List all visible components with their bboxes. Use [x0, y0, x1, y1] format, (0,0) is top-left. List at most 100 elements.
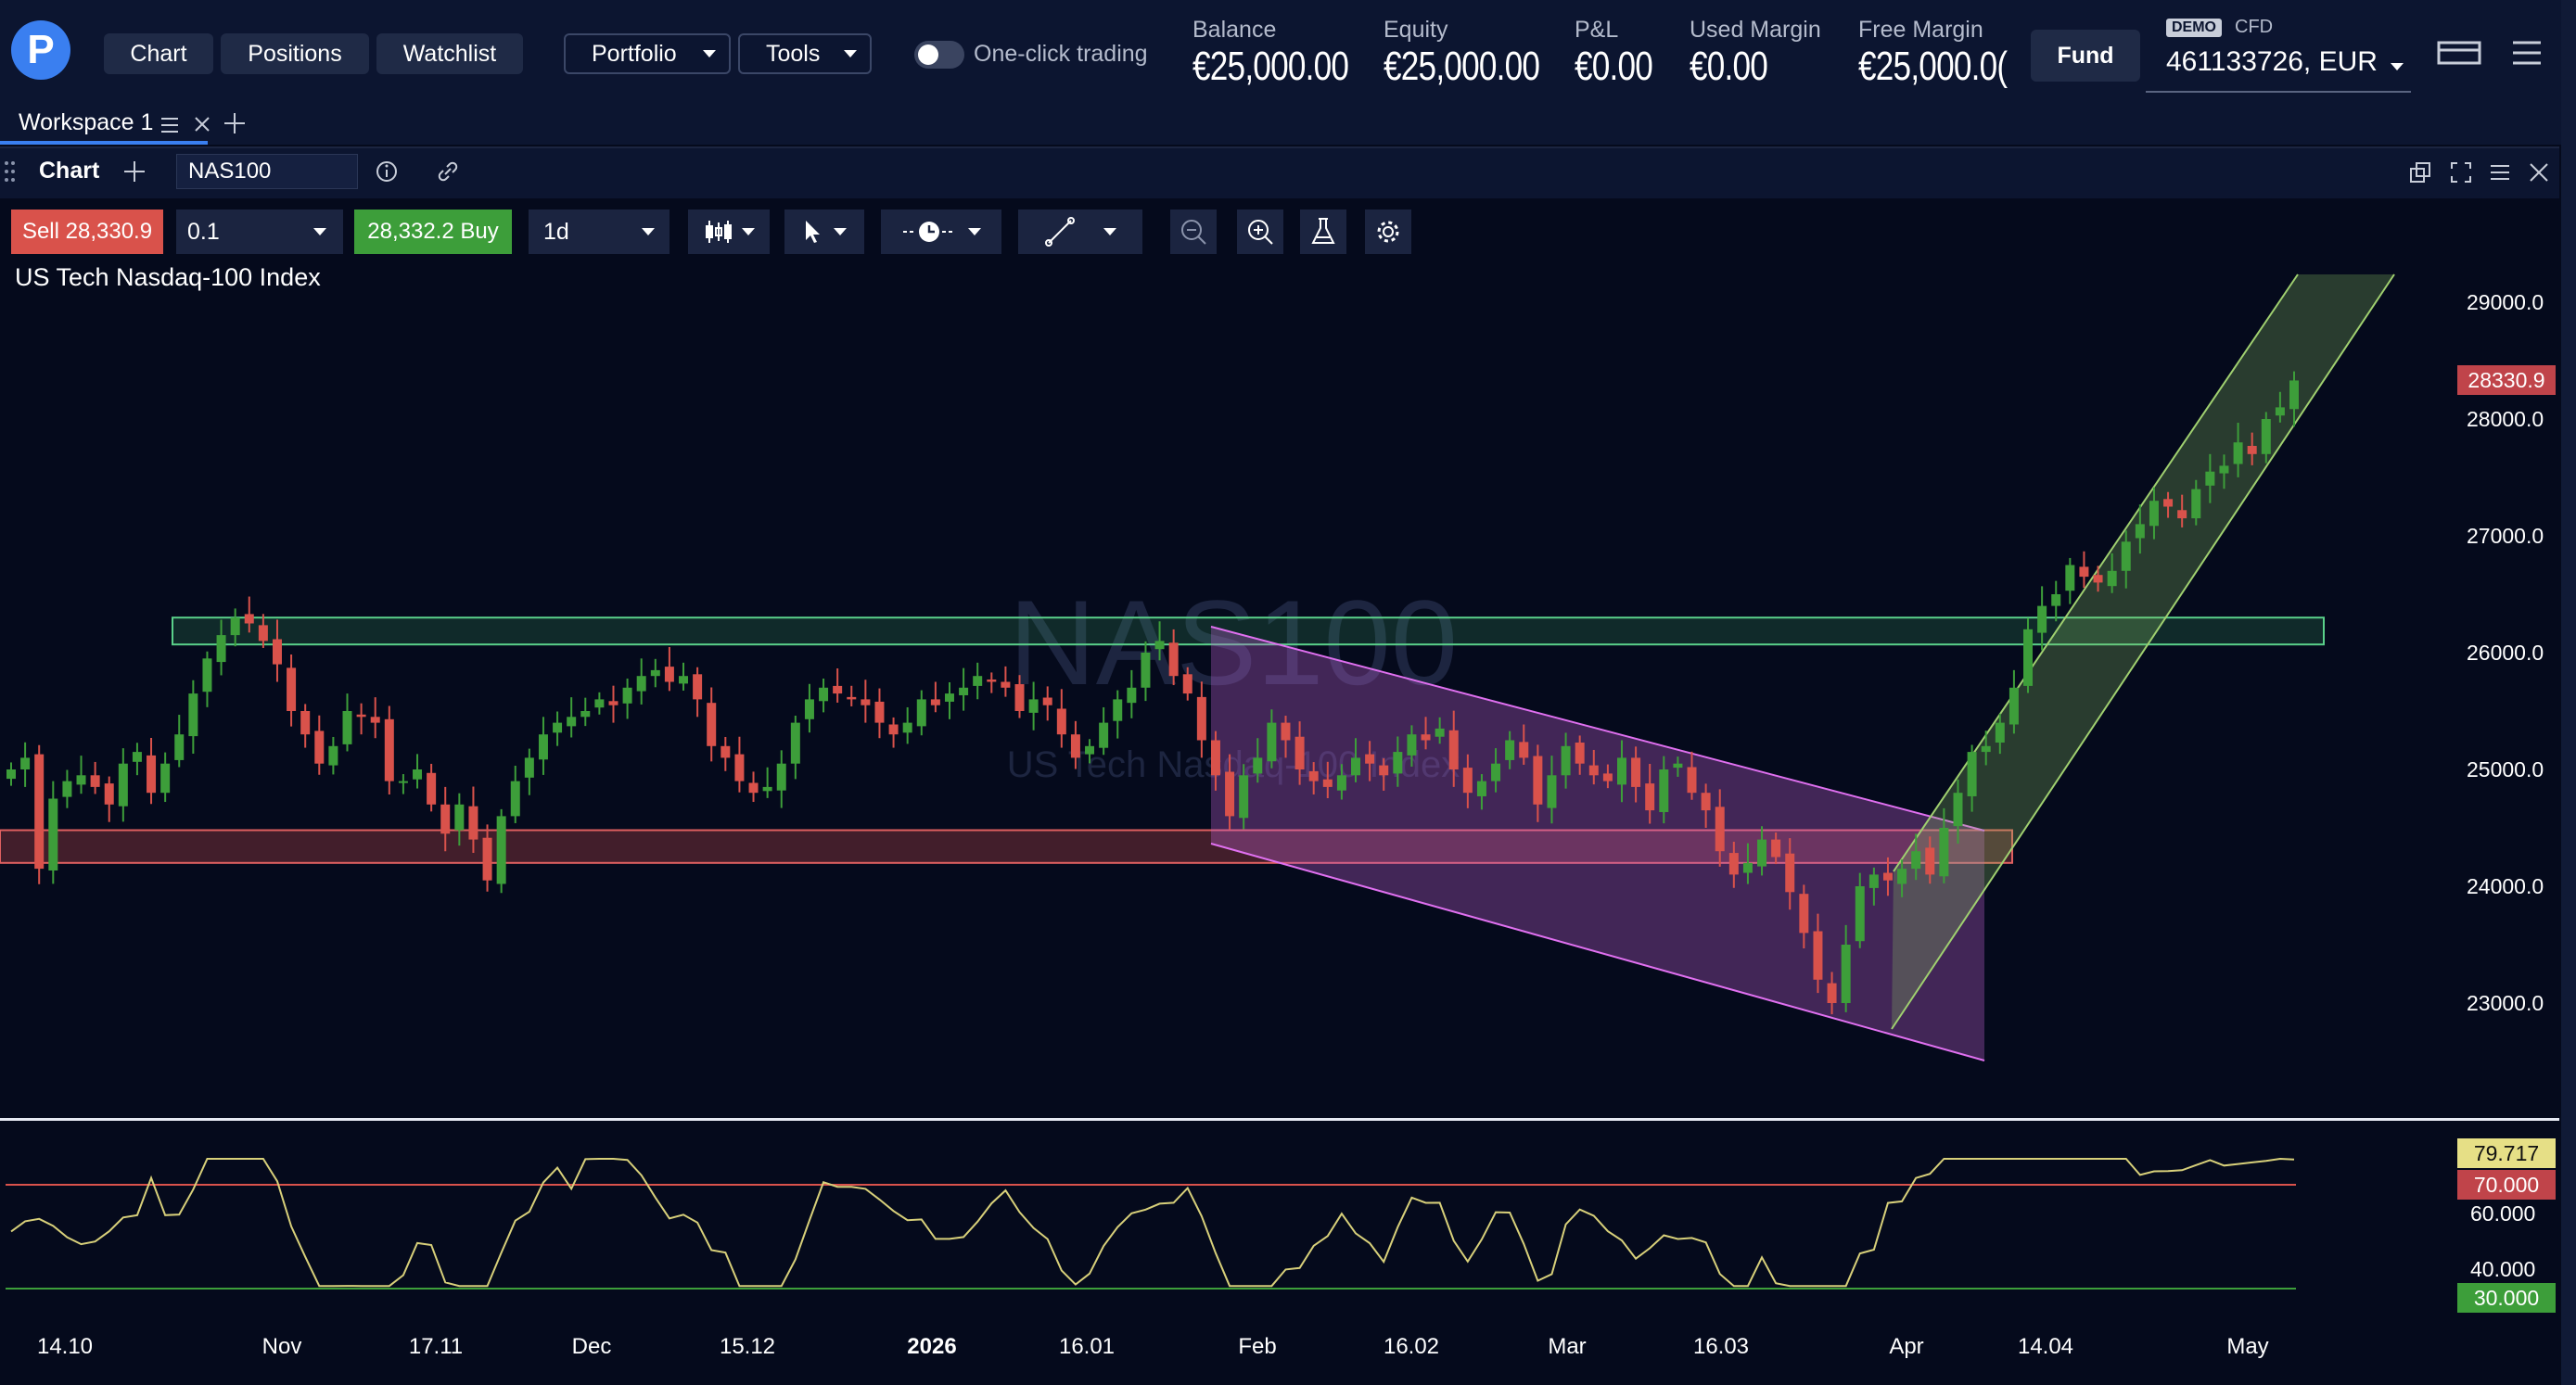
settings-button[interactable] [1365, 210, 1411, 254]
tools-dropdown[interactable]: Tools [738, 33, 872, 74]
drag-handle-icon[interactable] [4, 159, 17, 184]
candle-body [622, 687, 632, 704]
main-menu-icon[interactable] [2511, 37, 2543, 69]
candle-body [48, 798, 58, 870]
close-icon[interactable] [2528, 161, 2550, 184]
y-tick-label: 23000.0 [2467, 991, 2544, 1015]
x-tick-label: Nov [262, 1334, 302, 1359]
candle-body [1771, 839, 1781, 858]
indicators-button[interactable] [1300, 210, 1346, 254]
crosshair-select[interactable] [881, 210, 1001, 254]
candle-body [216, 635, 226, 663]
candle-body [916, 699, 926, 727]
y-tick-label: 27000.0 [2467, 524, 2544, 548]
add-workspace-icon[interactable] [223, 111, 247, 135]
one-click-toggle[interactable] [914, 41, 964, 69]
candle-body [861, 699, 871, 705]
zoom-out-button[interactable] [1170, 210, 1217, 254]
candle-body [2135, 524, 2145, 539]
account-selector[interactable]: 461133726, EUR [2166, 46, 2404, 78]
candle-body [1742, 862, 1753, 873]
candle-body [1785, 853, 1795, 893]
pane-divider[interactable] [0, 1118, 2559, 1121]
buy-button[interactable]: 28,332.2 Buy [354, 210, 512, 254]
demo-badge: DEMO [2166, 19, 2222, 37]
x-tick-label: 16.03 [1693, 1334, 1749, 1359]
last-price-tag: 28330.9 [2457, 365, 2556, 395]
candle-body [328, 745, 338, 766]
portfolio-label: Portfolio [592, 40, 677, 67]
nav-chart-button[interactable]: Chart [104, 33, 213, 74]
candle-body [874, 701, 885, 723]
portfolio-dropdown[interactable]: Portfolio [564, 33, 731, 74]
candle-body [1728, 853, 1739, 875]
y-tick-label: 24000.0 [2467, 874, 2544, 898]
rising-channel-bottom [1891, 273, 2395, 1030]
info-icon[interactable] [375, 159, 399, 184]
drawing-tool-select[interactable] [1018, 210, 1142, 254]
stat-used-margin: Used Margin €0.00 [1690, 17, 1821, 90]
candle-body [650, 669, 660, 677]
expand-icon[interactable] [2450, 161, 2472, 184]
price-chart[interactable]: NAS100 US Tech Nasdaq-100 Index 29000.02… [0, 267, 2559, 1118]
candle-body [776, 763, 786, 791]
candle-body [1757, 839, 1767, 867]
candle-body [1519, 742, 1529, 758]
rsi-upper-tag: 70.000 [2457, 1170, 2556, 1200]
time-axis[interactable]: 14.10 Nov 17.11 Dec 15.12 2026 16.01 Feb 16.02 Ma… [0, 1316, 2559, 1385]
rsi-pane[interactable] [0, 1124, 2559, 1309]
candle-body [2275, 407, 2285, 416]
candle-body [734, 754, 745, 781]
layout-icon[interactable] [2437, 39, 2481, 67]
cursor-select[interactable] [784, 210, 864, 254]
candle-body [1645, 783, 1655, 811]
zoom-in-button[interactable] [1237, 210, 1283, 254]
menu-icon[interactable] [2489, 161, 2511, 184]
falling-channel-fill [1211, 627, 1984, 1061]
link-icon[interactable] [436, 159, 460, 184]
x-tick-label: 15.12 [720, 1334, 775, 1359]
chart-panel-title: Chart [39, 158, 100, 184]
add-chart-icon[interactable] [122, 159, 147, 184]
app-logo-icon[interactable]: P [11, 20, 70, 80]
workspace-tab-label[interactable]: Workspace 1 [19, 109, 154, 135]
candle-body [147, 755, 157, 794]
close-icon[interactable] [193, 115, 211, 133]
candle-body [1281, 722, 1291, 741]
candle-body [174, 734, 185, 760]
symbol-input[interactable]: NAS100 [176, 154, 358, 189]
candle-body [118, 763, 128, 807]
rsi-lower-tag: 30.000 [2457, 1283, 2556, 1313]
sell-button[interactable]: Sell 28,330.9 [11, 210, 163, 254]
fund-button[interactable]: Fund [2031, 30, 2140, 82]
x-tick-label: 14.10 [37, 1334, 93, 1359]
workspace-menu-icon[interactable] [159, 115, 180, 135]
timeframe-select[interactable]: 1d [529, 210, 670, 254]
candle-body [440, 804, 451, 834]
popout-icon[interactable] [2409, 161, 2431, 184]
candle-body [370, 717, 380, 723]
candle-body [2191, 489, 2201, 519]
candle-body [1588, 765, 1599, 776]
scrollbar[interactable] [2561, 0, 2576, 1385]
candle-body [1925, 847, 1935, 875]
chart-type-select[interactable] [688, 210, 770, 254]
zoom-out-icon [1181, 220, 1206, 245]
candle-body [1631, 757, 1641, 787]
rsi-tick: 60.000 [2470, 1201, 2536, 1226]
candle-body [160, 763, 171, 794]
candles-icon [706, 221, 732, 243]
candle-body [1336, 775, 1346, 791]
nav-positions-button[interactable]: Positions [221, 33, 369, 74]
quantity-select[interactable]: 0.1 [176, 210, 343, 254]
candle-body [1448, 730, 1459, 769]
candle-body [2261, 419, 2271, 454]
nav-watchlist-button[interactable]: Watchlist [376, 33, 523, 74]
candle-body [510, 781, 520, 817]
instrument-title: US Tech Nasdaq-100 Index [15, 263, 321, 291]
candle-body [721, 745, 731, 758]
candle-body [1491, 763, 1501, 781]
support-zone [0, 829, 2013, 864]
y-tick-label: 25000.0 [2467, 757, 2544, 781]
candle-body [1099, 722, 1109, 748]
